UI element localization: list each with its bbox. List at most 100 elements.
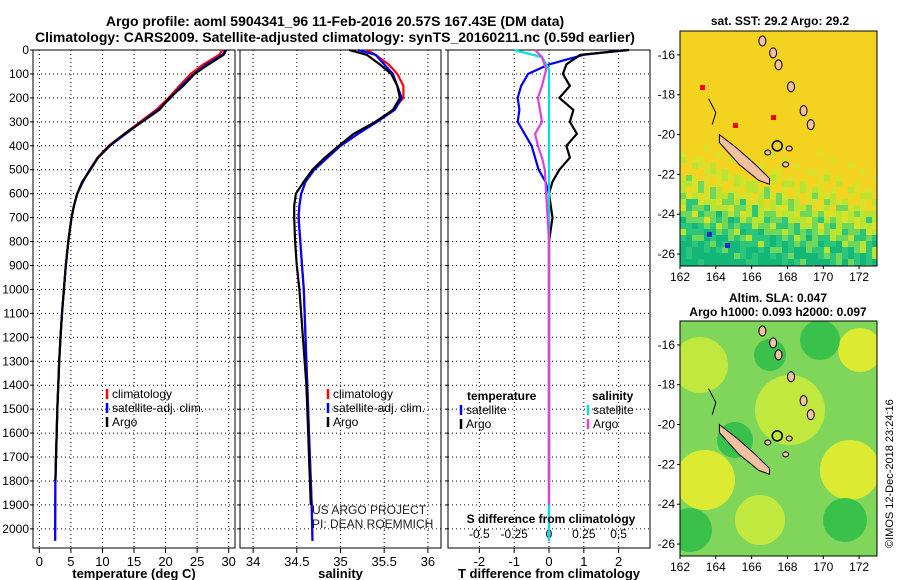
sst-cell bbox=[830, 241, 836, 247]
sst-cell bbox=[800, 241, 806, 247]
island-vanuatu bbox=[799, 105, 808, 117]
sst-cell bbox=[686, 181, 692, 187]
sst-cell bbox=[848, 223, 854, 229]
map-lat-label: -18 bbox=[658, 378, 676, 392]
sst-cell bbox=[842, 253, 848, 259]
sst-cell bbox=[716, 241, 722, 247]
sla-blob bbox=[680, 450, 735, 510]
sst-cell bbox=[866, 247, 872, 253]
sst-cell bbox=[740, 175, 746, 181]
sst-cell bbox=[854, 205, 860, 211]
map-lat-label: -24 bbox=[658, 207, 676, 221]
sst-cell bbox=[752, 229, 758, 235]
sst-cell bbox=[764, 223, 770, 229]
island-loyalty bbox=[764, 439, 772, 446]
depth-tick-label: 700 bbox=[9, 211, 29, 225]
sst-cell bbox=[872, 235, 877, 241]
sst-cell bbox=[692, 253, 698, 259]
sst-cell bbox=[764, 253, 770, 259]
sst-cell bbox=[716, 211, 722, 217]
sst-cell bbox=[770, 193, 776, 199]
sst-cell bbox=[692, 163, 698, 169]
sst-cell bbox=[728, 211, 734, 217]
island-vanuatu bbox=[787, 81, 796, 93]
sst-cell bbox=[752, 181, 758, 187]
sst-cell bbox=[842, 259, 848, 265]
sst-cell bbox=[776, 211, 782, 217]
map-lon-label: 168 bbox=[777, 270, 797, 284]
sst-cell bbox=[764, 235, 770, 241]
sst-cell bbox=[836, 235, 842, 241]
sst-cell bbox=[812, 247, 818, 253]
sst-cell bbox=[824, 217, 830, 223]
sst-cell bbox=[854, 229, 860, 235]
sst-cell bbox=[680, 187, 686, 193]
depth-tick-label: 1800 bbox=[2, 474, 29, 488]
sst-cell bbox=[728, 199, 734, 205]
map-lat-label: -22 bbox=[658, 167, 676, 181]
legend-label: satellite-adj. clim. bbox=[112, 401, 204, 415]
map-lon-label: 164 bbox=[706, 270, 726, 284]
difference-top-tick-label: 0.5 bbox=[610, 527, 627, 541]
sst-cell bbox=[692, 211, 698, 217]
sst-cell bbox=[704, 223, 710, 229]
series-line-argo bbox=[54, 49, 228, 482]
sst-cell bbox=[728, 187, 734, 193]
sst-cell bbox=[770, 199, 776, 205]
sst-cell bbox=[770, 241, 776, 247]
map-lon-label: 162 bbox=[670, 560, 690, 574]
sst-cell bbox=[704, 211, 710, 217]
island-loyalty bbox=[764, 149, 772, 156]
island-vanuatu bbox=[758, 325, 767, 337]
sst-cell bbox=[698, 259, 704, 265]
sst-cell bbox=[740, 235, 746, 241]
difference-tick-label-x: 1 bbox=[580, 554, 587, 569]
sst-cell bbox=[866, 259, 872, 265]
sst-cell bbox=[698, 163, 704, 169]
sst-cell bbox=[830, 229, 836, 235]
sst-cell bbox=[782, 157, 788, 163]
sst-cell bbox=[860, 241, 866, 247]
sst-cell bbox=[848, 247, 854, 253]
sst-cell bbox=[836, 229, 842, 235]
sst-cell bbox=[710, 259, 716, 265]
sst-cell bbox=[848, 211, 854, 217]
sst-cell bbox=[746, 199, 752, 205]
sst-cell bbox=[680, 205, 686, 211]
sst-cell bbox=[740, 199, 746, 205]
sst-cell bbox=[860, 223, 866, 229]
sst-cell bbox=[722, 169, 728, 175]
difference-tick-label-x: 2 bbox=[615, 554, 622, 569]
sst-cell bbox=[686, 175, 692, 181]
sst-cell bbox=[800, 223, 806, 229]
sst-cell bbox=[830, 247, 836, 253]
sst-cell bbox=[704, 169, 710, 175]
map-lat-label: -24 bbox=[658, 497, 676, 511]
sla-blob bbox=[735, 495, 785, 545]
sst-cell bbox=[794, 229, 800, 235]
sst-cell bbox=[704, 193, 710, 199]
sst-cell bbox=[842, 205, 848, 211]
sst-cell bbox=[746, 223, 752, 229]
depth-tick-label: 1100 bbox=[3, 306, 29, 320]
sst-cell bbox=[704, 217, 710, 223]
sst-cell bbox=[854, 241, 860, 247]
sst-cell bbox=[818, 181, 824, 187]
sst-cell bbox=[806, 217, 812, 223]
map-lat-label: -26 bbox=[658, 247, 676, 261]
map-sla_map: -16 -18 -20 -22 -24 -26 162 164 166 168 170 172 bbox=[658, 320, 878, 574]
sst-cell bbox=[704, 259, 710, 265]
depth-tick-label: 0 bbox=[22, 43, 29, 57]
island-loyalty bbox=[785, 435, 793, 442]
sst-cell bbox=[758, 259, 764, 265]
legend-label: Argo bbox=[112, 415, 138, 429]
sst-cell bbox=[704, 241, 710, 247]
difference-top-tick-label: 0.25 bbox=[572, 527, 596, 541]
sst-cell bbox=[704, 247, 710, 253]
depth-tick-label: 300 bbox=[9, 115, 29, 129]
legend-label: satellite-adj. clim. bbox=[333, 401, 425, 415]
reef-outline bbox=[708, 388, 717, 415]
sst-cell bbox=[680, 223, 686, 229]
sst-cell bbox=[800, 205, 806, 211]
sst-cell bbox=[794, 253, 800, 259]
